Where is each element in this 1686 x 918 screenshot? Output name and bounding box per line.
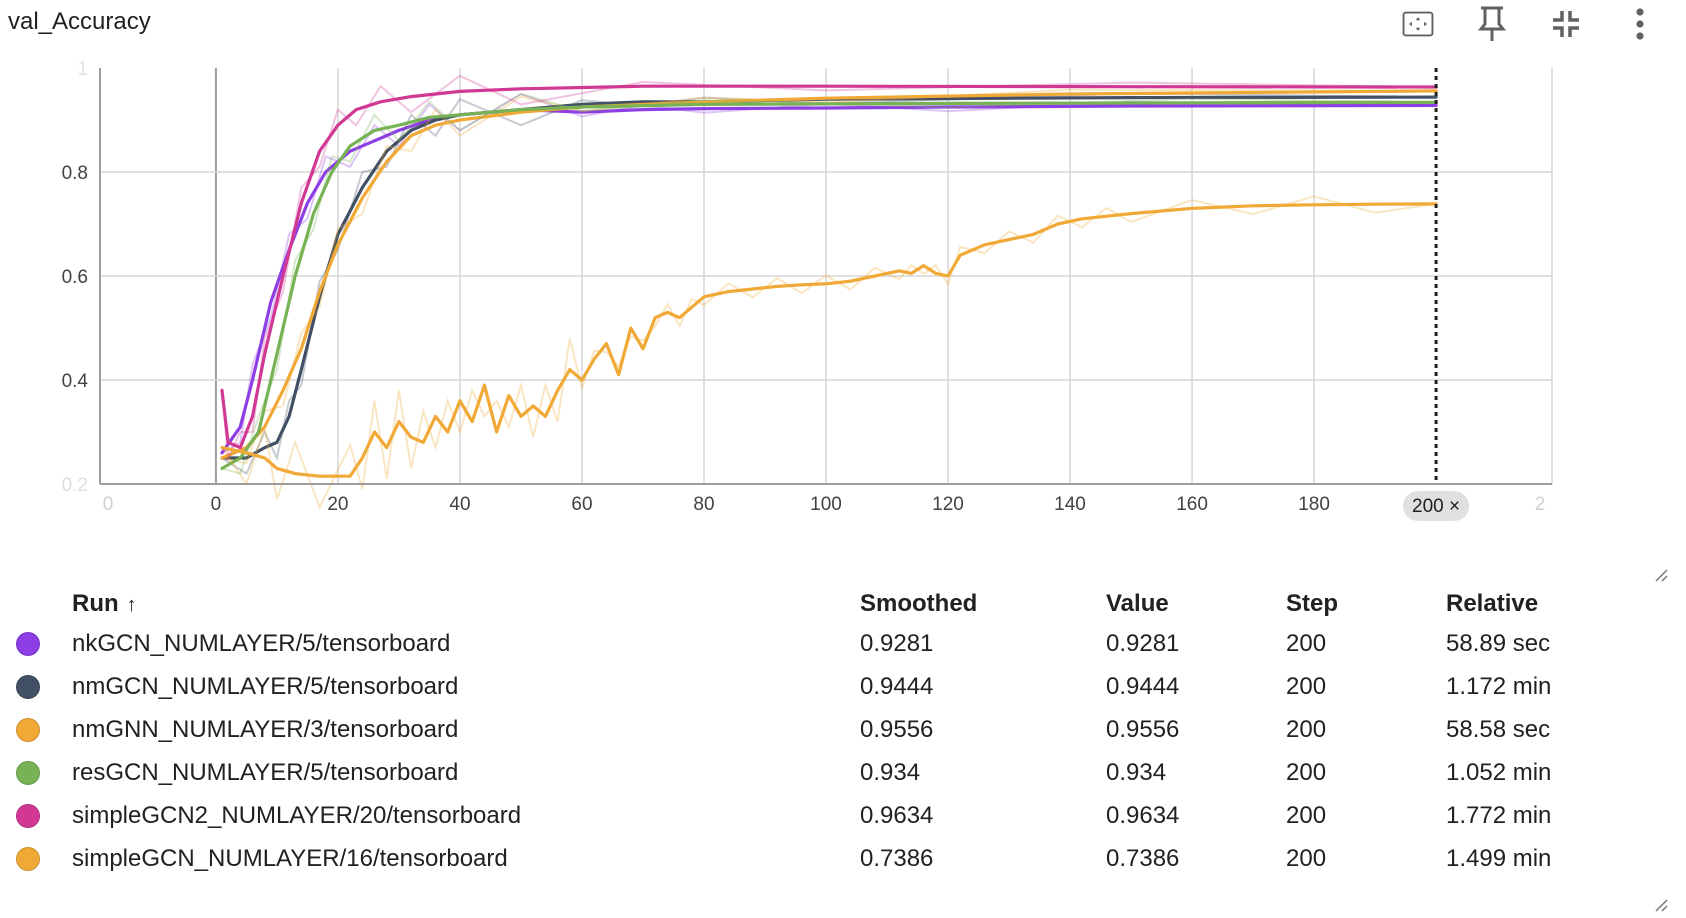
run-color-swatch[interactable] [16, 632, 40, 657]
raw-value: 0.9634 [1106, 801, 1180, 829]
raw-value: 0.9444 [1106, 672, 1180, 700]
step-value: 200 [1286, 629, 1327, 657]
table-row[interactable]: simpleGCN_NUMLAYER/16/tensorboard 0.7386 0… [0, 837, 1686, 880]
step-marker-label: 200 × [1412, 496, 1460, 517]
table-row[interactable]: nmGCN_NUMLAYER/5/tensorboard 0.9444 0.9444… [0, 665, 1686, 708]
run-color-cell [0, 622, 72, 665]
x-tick-label: 120 [932, 494, 964, 515]
series-line [220, 202, 1438, 478]
smoothed-value: 0.9281 [860, 629, 934, 657]
y-tick-label: 1 [77, 60, 88, 80]
card-toolbar [1402, 0, 1656, 48]
run-color-swatch[interactable] [16, 847, 40, 872]
run-color-swatch[interactable] [16, 761, 40, 786]
chart-series [220, 74, 1438, 510]
step-value: 200 [1286, 801, 1327, 829]
pin-icon[interactable] [1476, 6, 1508, 41]
smoothed-value: 0.7386 [860, 844, 934, 872]
step-marker-chip[interactable] [1403, 491, 1470, 521]
x-tick-label: 60 [571, 494, 592, 515]
relative-time: 58.58 sec [1446, 715, 1551, 743]
table-row[interactable]: nmGNN_NUMLAYER/3/tensorboard 0.9556 0.9556… [0, 708, 1686, 751]
run-color-cell [0, 708, 72, 751]
header-relative[interactable]: Relative [1446, 590, 1539, 617]
run-color-swatch[interactable] [16, 718, 40, 743]
table-row[interactable]: resGCN_NUMLAYER/5/tensorboard 0.934 0.934 2… [0, 751, 1686, 794]
y-tick-label: 0.6 [62, 267, 88, 288]
relative-time: 1.499 min [1446, 844, 1552, 872]
x-tick-label: 2 [1535, 494, 1546, 515]
chart-axes: 0 0 20 40 60 80 100 120 140 160 180 2 0.2 0.4 0.6 0.8 1 2… [62, 60, 1552, 521]
series-raw-line [221, 195, 1437, 510]
sort-up-icon[interactable]: ↑ [126, 594, 137, 616]
runs-table: Run ↑ Smoothed Value Step Relative nkGCN_… [0, 586, 1686, 880]
relative-time: 58.89 sec [1446, 629, 1551, 657]
x-tick-label: 100 [810, 494, 842, 515]
header-run[interactable]: Run ↑ [72, 586, 860, 622]
x-tick-label: 180 [1298, 494, 1330, 515]
header-color [0, 586, 72, 622]
run-color-cell [0, 665, 72, 708]
run-color-cell [0, 751, 72, 794]
smoothed-value: 0.9634 [860, 801, 934, 829]
table-row[interactable]: nkGCN_NUMLAYER/5/tensorboard 0.9281 0.9281… [0, 622, 1686, 665]
chart-grid [100, 68, 1553, 484]
step-value: 200 [1286, 672, 1327, 700]
raw-value: 0.9556 [1106, 715, 1180, 743]
x-tick-label: 0 [211, 494, 222, 515]
x-tick-label: 160 [1176, 494, 1208, 515]
series-line [220, 103, 1438, 455]
fit-to-domain-icon[interactable] [1402, 8, 1434, 40]
run-color-swatch[interactable] [16, 675, 40, 700]
series-line [220, 100, 1438, 470]
resize-handle-icon[interactable] [1654, 568, 1668, 582]
series-raw-line [221, 92, 1437, 454]
header-step[interactable]: Step [1286, 590, 1339, 617]
header-value[interactable]: Value [1106, 590, 1169, 617]
run-name: resGCN_NUMLAYER/5/tensorboard [72, 758, 459, 786]
relative-time: 1.772 min [1446, 801, 1552, 829]
run-color-cell [0, 794, 72, 837]
smoothed-value: 0.9556 [860, 715, 934, 743]
header-run-label: Run [72, 590, 119, 617]
x-tick-label: 40 [449, 494, 470, 515]
step-value: 200 [1286, 758, 1327, 786]
table-header-row: Run ↑ Smoothed Value Step Relative [0, 586, 1686, 622]
run-name: nmGNN_NUMLAYER/3/tensorboard [72, 715, 459, 743]
run-name: simpleGCN2_NUMLAYER/20/tensorboard [72, 801, 522, 829]
raw-value: 0.9281 [1106, 629, 1180, 657]
resize-handle-icon-bottom[interactable] [1654, 898, 1668, 912]
y-tick-label: 0.4 [62, 371, 89, 392]
y-tick-label: 0.8 [62, 163, 88, 184]
run-name: nkGCN_NUMLAYER/5/tensorboard [72, 629, 451, 657]
run-name: nmGCN_NUMLAYER/5/tensorboard [72, 672, 459, 700]
collapse-icon[interactable] [1550, 8, 1582, 40]
x-tick-label: 80 [693, 494, 714, 515]
run-name: simpleGCN_NUMLAYER/16/tensorboard [72, 844, 508, 872]
raw-value: 0.934 [1106, 758, 1167, 786]
step-value: 200 [1286, 715, 1327, 743]
series-line [220, 89, 1438, 460]
smoothed-value: 0.934 [860, 758, 921, 786]
run-color-swatch[interactable] [16, 804, 40, 829]
step-value: 200 [1286, 844, 1327, 872]
line-chart[interactable]: 0 0 20 40 60 80 100 120 140 160 180 2 0.2 0.4 0.6 0.8 1 2… [0, 60, 1686, 570]
raw-value: 0.7386 [1106, 844, 1180, 872]
x-tick-label: 0 [103, 494, 114, 515]
card-title: val_Accuracy [8, 8, 151, 35]
y-tick-label: 0.2 [62, 475, 88, 496]
x-tick-label: 140 [1054, 494, 1086, 515]
more-vert-icon[interactable] [1624, 8, 1656, 40]
table-row[interactable]: simpleGCN2_NUMLAYER/20/tensorboard 0.9634… [0, 794, 1686, 837]
x-tick-label: 20 [327, 494, 348, 515]
smoothed-value: 0.9444 [860, 672, 934, 700]
series-line [220, 84, 1438, 450]
header-smoothed[interactable]: Smoothed [860, 590, 978, 617]
relative-time: 1.172 min [1446, 672, 1552, 700]
relative-time: 1.052 min [1446, 758, 1552, 786]
run-color-cell [0, 837, 72, 880]
